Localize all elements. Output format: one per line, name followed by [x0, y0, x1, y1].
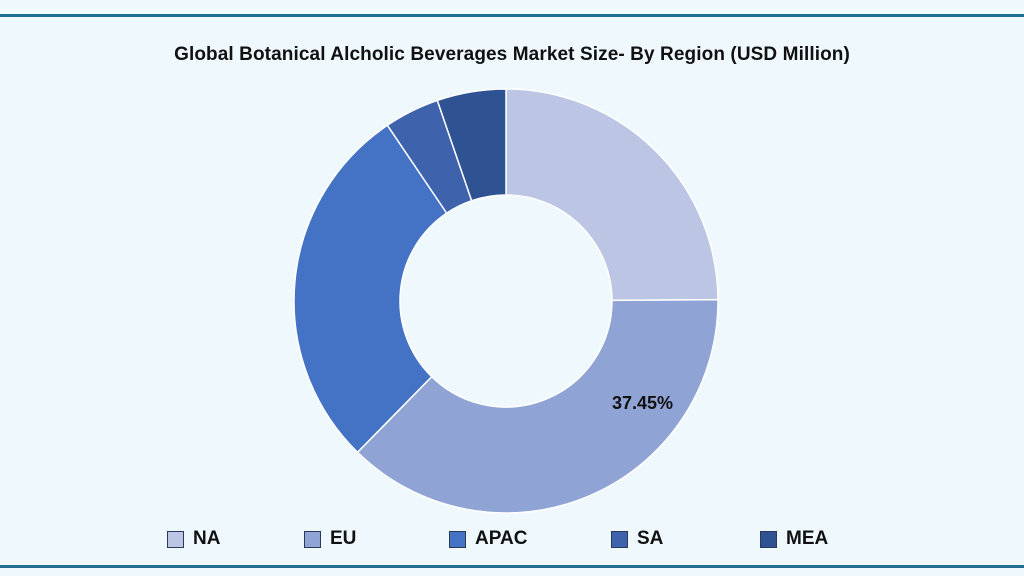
slice-eu [356, 298, 719, 514]
slice-na [505, 88, 719, 302]
legend-swatch-apac [449, 530, 466, 548]
slice-apac [293, 124, 448, 454]
legend-item-na: NA [167, 525, 220, 553]
data-label-eu: 37.45% [612, 393, 673, 413]
legend-item-apac: APAC [449, 525, 527, 553]
legend-swatch-sa [611, 530, 628, 548]
legend-item-sa: SA [611, 525, 663, 553]
legend-swatch-eu [304, 530, 321, 548]
legend-label-na: NA [193, 528, 221, 549]
legend-label-apac: APAC [475, 528, 528, 549]
legend-label-eu: EU [330, 528, 357, 549]
legend-item-eu: EU [304, 525, 356, 553]
bottom-border [0, 565, 1024, 568]
legend-label-sa: SA [637, 528, 664, 549]
legend-item-mea: MEA [760, 525, 828, 553]
top-border [0, 14, 1024, 17]
chart-legend: NA EU APAC SA MEA [0, 525, 1024, 553]
legend-label-mea: MEA [786, 528, 829, 549]
chart-title: Global Botanical Alcholic Beverages Mark… [174, 44, 850, 65]
slice-mea [436, 88, 507, 202]
legend-swatch-mea [760, 530, 777, 548]
legend-swatch-na [167, 530, 184, 548]
